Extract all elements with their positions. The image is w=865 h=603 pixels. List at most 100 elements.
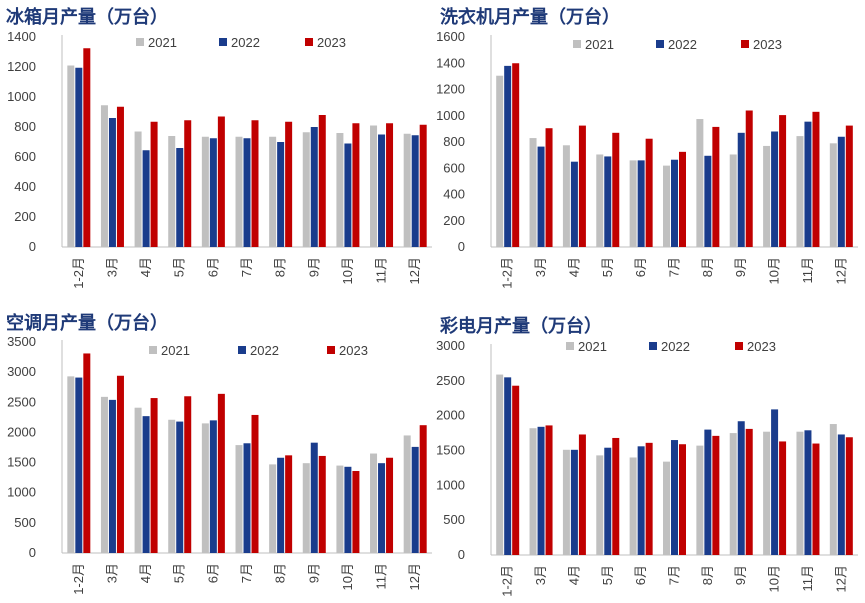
y-tick-label: 2500 [436,373,465,388]
bar-2023-6月 [645,442,653,555]
bar-2021-10月 [336,465,344,553]
bar-2021-9月 [729,433,737,555]
bar-2021-12月 [403,435,411,553]
legend-swatch-2021 [136,38,144,46]
bar-2023-1-2月 [512,63,520,247]
y-tick-label: 1600 [436,29,465,44]
bar-2021-5月 [168,136,176,247]
bar-2023-9月 [745,110,753,247]
bar-2021-11月 [796,431,804,555]
bar-2022-6月 [209,138,217,247]
bar-2021-4月 [134,407,142,553]
bar-2021-3月 [529,428,537,555]
bar-2022-8月 [277,457,285,553]
legend-swatch-2023 [741,40,749,48]
x-tick-label: 6月 [205,257,220,277]
legend-swatch-2022 [219,38,227,46]
x-tick-label: 7月 [667,257,682,277]
bar-2021-12月 [403,133,411,247]
bar-2022-9月 [737,132,745,247]
y-tick-label: 3500 [7,334,36,349]
x-tick-label: 5月 [172,563,187,583]
x-tick-label: 11月 [374,257,389,284]
y-tick-label: 1000 [7,89,36,104]
bar-2021-4月 [134,131,142,247]
x-tick-label: 1-2月 [500,565,515,597]
bar-2022-8月 [277,142,285,247]
x-tick-label: 10月 [340,257,355,284]
x-tick-label: 3月 [104,563,119,583]
bar-2023-4月 [150,121,158,247]
y-tick-label: 800 [443,134,465,149]
x-tick-label: 7月 [239,563,254,583]
x-tick-label: 4月 [138,257,153,277]
bar-2023-8月 [712,435,720,555]
bar-2021-7月 [663,461,670,555]
x-tick-label: 3月 [104,257,119,277]
bar-2023-6月 [217,116,225,247]
x-tick-label: 7月 [667,565,682,585]
bar-2021-5月 [168,419,176,553]
bar-2023-12月 [845,437,853,555]
bar-2023-5月 [612,437,620,555]
bar-2023-4月 [578,125,586,247]
bar-2021-1-2月 [67,376,75,553]
bar-2022-4月 [570,161,578,247]
y-tick-label: 2000 [7,424,36,439]
x-tick-label: 6月 [633,257,648,277]
bar-2023-11月 [386,457,394,553]
bar-2023-9月 [745,428,753,555]
bar-2021-3月 [100,105,108,247]
bar-2021-8月 [269,464,277,553]
bar-2022-6月 [209,420,217,553]
bar-2022-4月 [142,150,150,247]
x-tick-label: 6月 [205,563,220,583]
bar-2023-5月 [184,120,192,247]
bar-2023-7月 [251,120,259,247]
bar-2023-10月 [779,115,787,247]
legend-swatch-2023 [327,346,335,354]
chart-title: 洗衣机月产量（万台） [440,6,620,28]
bar-2022-12月 [837,136,845,247]
legend-swatch-2021 [573,40,581,48]
bar-2023-7月 [679,444,686,555]
legend-label-2021: 2021 [585,37,614,52]
air-conditioner-output-chart: 空调月产量（万台） 0 500 1000 1500 2000 2500 3000 3500 1-… [6,312,432,595]
bar-2021-12月 [829,424,837,555]
bar-2022-4月 [570,449,578,555]
bar-2022-11月 [804,430,812,555]
bar-2022-5月 [176,148,184,247]
x-tick-label: 8月 [700,565,715,585]
bar-2022-9月 [310,442,318,553]
bar-2023-8月 [285,455,293,553]
y-tick-label: 1200 [7,59,36,74]
y-tick-label: 400 [14,179,36,194]
x-tick-label: 9月 [306,563,321,583]
legend-label-2022: 2022 [661,339,690,354]
bar-2022-8月 [704,429,712,555]
bar-2021-5月 [596,154,604,247]
bar-2022-3月 [108,118,116,247]
bar-2021-12月 [829,143,837,247]
bar-2021-1-2月 [496,75,504,247]
bar-2021-1-2月 [496,374,504,555]
bar-2023-1-2月 [83,353,91,553]
bar-2022-8月 [704,155,712,247]
y-tick-label: 400 [443,187,465,202]
bar-2023-12月 [419,124,427,247]
bar-2021-4月 [562,145,570,247]
bar-2023-4月 [150,398,158,553]
bar-2023-1-2月 [512,385,520,555]
bar-2022-5月 [604,447,612,555]
bar-2022-1-2月 [75,377,83,553]
legend-swatch-2021 [149,346,157,354]
bar-2021-8月 [696,119,704,247]
legend-swatch-2023 [305,38,313,46]
bar-2021-11月 [796,136,804,247]
bar-2021-10月 [763,431,771,555]
bar-2023-7月 [679,151,686,247]
bar-2023-8月 [285,121,293,247]
legend-label-2023: 2023 [317,35,346,50]
x-tick-label: 8月 [273,563,288,583]
